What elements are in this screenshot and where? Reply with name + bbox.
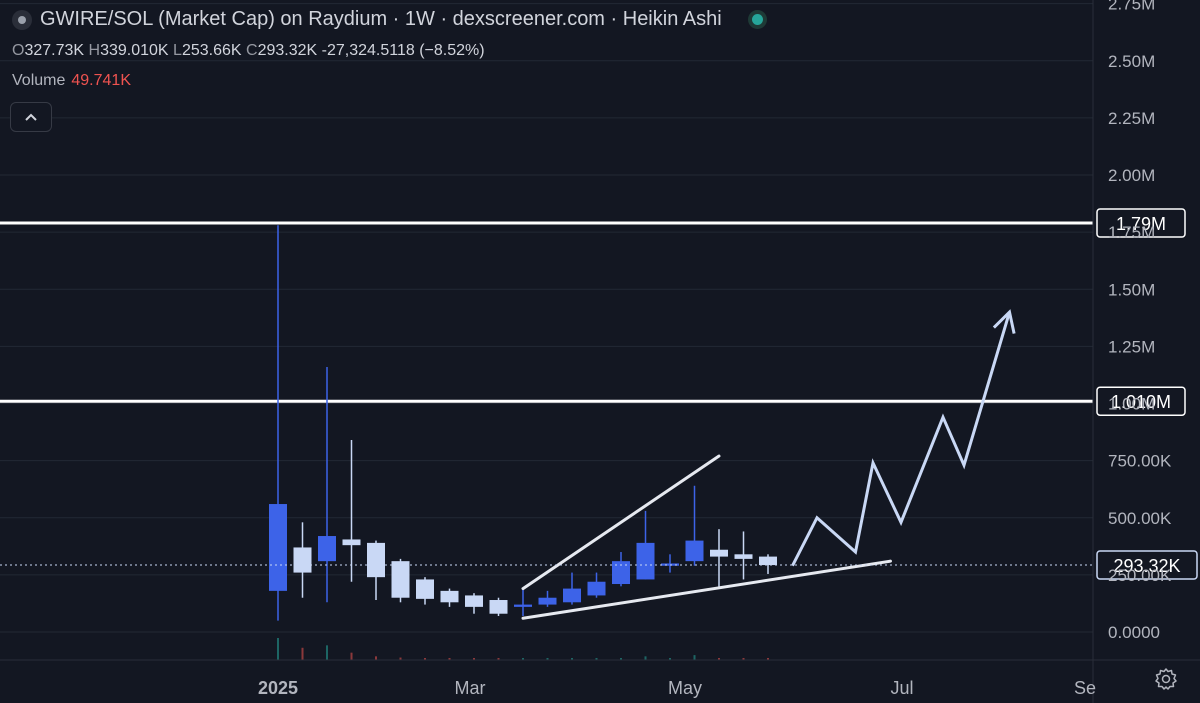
last-price-line: 293.32K bbox=[0, 550, 1198, 580]
candle-body[interactable] bbox=[685, 540, 704, 562]
y-tick-label: 2.50M bbox=[1108, 52, 1155, 71]
volume-bar bbox=[375, 656, 377, 660]
candle-body[interactable] bbox=[293, 547, 312, 573]
x-tick-label: Jul bbox=[890, 678, 913, 698]
low-value: 253.66K bbox=[181, 42, 242, 59]
live-status-dot bbox=[751, 14, 763, 25]
candle-body[interactable] bbox=[514, 604, 532, 607]
volume-bar bbox=[644, 656, 647, 660]
candle-body[interactable] bbox=[367, 542, 385, 578]
grid-lines bbox=[0, 3, 1093, 633]
candle-body[interactable] bbox=[489, 600, 508, 614]
trendline[interactable] bbox=[521, 454, 721, 591]
level-price-label: 1.010M bbox=[1111, 392, 1171, 412]
volume-value: 49.741K bbox=[71, 72, 131, 89]
trendline[interactable] bbox=[521, 559, 892, 620]
y-tick-label: 1.75M bbox=[1108, 223, 1155, 242]
volume-bar bbox=[595, 658, 598, 660]
volume-bars bbox=[277, 638, 769, 660]
volume-bar bbox=[399, 657, 402, 660]
volume-bar bbox=[424, 658, 426, 660]
candle-body[interactable] bbox=[391, 561, 410, 598]
y-tick-label: 1.25M bbox=[1108, 337, 1155, 356]
volume-bar bbox=[473, 658, 475, 660]
chart-title: GWIRE/SOL (Market Cap) on Raydium · 1W ·… bbox=[40, 8, 722, 30]
candle-body[interactable] bbox=[587, 581, 606, 596]
volume-bar bbox=[301, 647, 304, 660]
y-tick-label: 2.00M bbox=[1108, 166, 1155, 185]
high-value: 339.010K bbox=[100, 42, 169, 59]
candle-body[interactable] bbox=[710, 549, 728, 557]
x-tick-label: May bbox=[668, 678, 702, 698]
y-tick-label: 1.50M bbox=[1108, 280, 1155, 299]
candle-body[interactable] bbox=[636, 542, 655, 580]
volume-bar bbox=[767, 658, 769, 660]
candle-body[interactable] bbox=[416, 579, 434, 599]
level-price-label: 1.79M bbox=[1116, 214, 1166, 234]
volume-bar bbox=[669, 658, 671, 660]
volume-bar bbox=[546, 658, 549, 660]
candle-body[interactable] bbox=[269, 504, 287, 591]
arrowhead bbox=[992, 309, 1016, 334]
volume-readout: Volume 49.741K bbox=[12, 72, 131, 90]
y-tick-label: 2.25M bbox=[1108, 109, 1155, 128]
projection-zigzag[interactable] bbox=[791, 311, 1011, 567]
candle-body[interactable] bbox=[440, 590, 459, 603]
y-axis: 0.0000 250.00K 500.00K 750.00K 1.00M 1.25M 1.5… bbox=[1092, 0, 1172, 703]
candle-body[interactable] bbox=[612, 561, 630, 585]
last-price-label: 293.32K bbox=[1113, 556, 1180, 576]
y-tick-label: 750.00K bbox=[1108, 452, 1172, 471]
x-axis: 2025 Mar May Jul Se bbox=[0, 659, 1200, 698]
close-label: C bbox=[246, 42, 258, 59]
ohlc-readout: O327.73K H339.010K L253.66K C293.32K -27… bbox=[12, 42, 485, 60]
y-tick-label: 250.00K bbox=[1108, 566, 1172, 585]
x-tick-label: Mar bbox=[455, 678, 486, 698]
volume-bar bbox=[620, 658, 622, 660]
chart-header: GWIRE/SOL (Market Cap) on Raydium · 1W ·… bbox=[12, 8, 763, 31]
token-logo-icon bbox=[12, 9, 32, 30]
close-value: 293.32K bbox=[257, 42, 318, 59]
volume-bar bbox=[742, 658, 745, 660]
volume-bar bbox=[718, 658, 720, 660]
settings-gear-icon[interactable] bbox=[1154, 667, 1178, 691]
x-tick-label: Se bbox=[1074, 678, 1096, 698]
level-price-tag bbox=[1096, 208, 1186, 238]
trendlines bbox=[521, 454, 892, 620]
candle-body[interactable] bbox=[563, 588, 581, 603]
chevron-up-icon bbox=[25, 113, 37, 121]
y-tick-label: 0.0000 bbox=[1108, 623, 1160, 642]
projection-path bbox=[791, 309, 1016, 567]
candle-body[interactable] bbox=[734, 554, 753, 559]
y-tick-label: 2.75M bbox=[1108, 0, 1155, 14]
y-tick-label: 1.00M bbox=[1108, 395, 1155, 414]
horizontal-levels: 1.79M 1.010M bbox=[0, 208, 1186, 416]
volume-bar bbox=[693, 655, 696, 660]
level-price-tag bbox=[1096, 386, 1186, 416]
volume-bar bbox=[497, 658, 500, 660]
change-value: -27,324.5118 (−8.52%) bbox=[321, 42, 485, 59]
high-label: H bbox=[88, 42, 101, 59]
y-tick-label: 500.00K bbox=[1108, 509, 1172, 528]
candle-body[interactable] bbox=[465, 595, 483, 607]
volume-bar bbox=[350, 652, 353, 660]
candlesticks bbox=[269, 225, 777, 621]
low-label: L bbox=[173, 42, 182, 59]
last-price-tag bbox=[1096, 550, 1198, 580]
candle-body[interactable] bbox=[759, 556, 777, 566]
candle-body[interactable] bbox=[538, 597, 557, 605]
open-value: 327.73K bbox=[24, 42, 85, 59]
candle-body[interactable] bbox=[342, 539, 361, 546]
volume-bar bbox=[448, 658, 451, 660]
volume-bar bbox=[522, 658, 524, 660]
volume-bar bbox=[571, 658, 573, 660]
volume-label: Volume bbox=[12, 72, 66, 89]
x-tick-label: 2025 bbox=[258, 678, 298, 698]
open-label: O bbox=[12, 42, 25, 59]
volume-bar bbox=[326, 645, 328, 660]
candle-body[interactable] bbox=[318, 536, 336, 562]
collapse-legend-button[interactable] bbox=[10, 102, 52, 132]
volume-bar bbox=[277, 638, 279, 660]
